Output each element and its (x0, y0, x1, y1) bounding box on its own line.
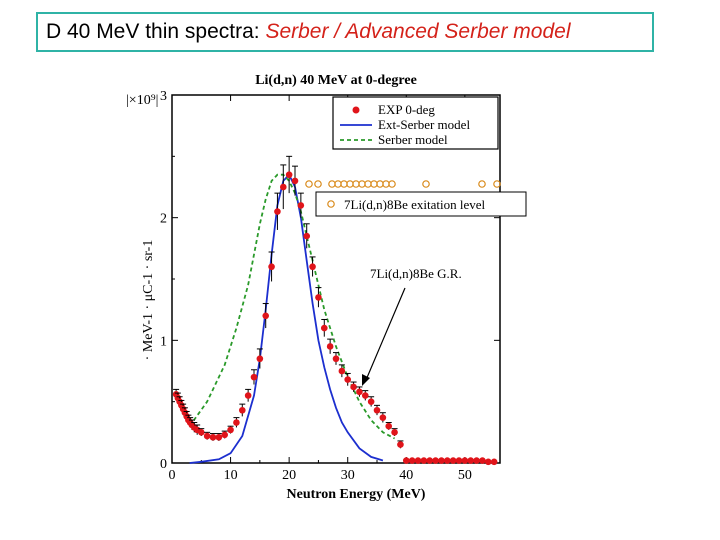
legend-ext-serber-label: Ext-Serber model (378, 117, 470, 132)
exp-data-point (367, 398, 375, 405)
exp-data-point (361, 392, 369, 399)
giant-resonance-label: 7Li(d,n)8Be G.R. (370, 266, 462, 281)
exp-data-point (385, 422, 393, 430)
exp-data-point (227, 426, 234, 434)
exp-data-point (256, 355, 264, 363)
excitation-legend-marker (327, 200, 335, 208)
exp-data-point (350, 383, 357, 391)
exp-data-point (414, 457, 422, 464)
excitation-label: 7Li(d,n)8Be exitation level (344, 197, 486, 212)
exp-data-point (373, 406, 381, 414)
exp-data-point (467, 457, 475, 464)
excitation-level-marker (478, 180, 486, 188)
exp-data-point (268, 263, 275, 271)
exp-data-point (397, 441, 404, 448)
exp-data-point (279, 183, 287, 191)
x-tick-label: 40 (399, 468, 413, 483)
exp-data-point (408, 457, 416, 464)
exp-data-point (344, 376, 352, 383)
chart-title: Li(d,n) 40 MeV at 0-degree (255, 73, 417, 88)
ext-serber-curve (189, 173, 384, 464)
exp-data-point (379, 414, 387, 421)
exp-data-point (332, 355, 340, 363)
exp-data-point (449, 457, 457, 464)
exp-data-point (320, 324, 328, 332)
legend-exp-marker (352, 106, 360, 114)
x-axis-label: Neutron Energy (MeV) (287, 487, 426, 502)
legend-box (332, 96, 499, 150)
exp-data-point (326, 343, 334, 350)
exp-data-point (315, 294, 322, 301)
exp-data-point (297, 202, 305, 209)
y-tick-label: 1 (160, 334, 167, 349)
x-tick-label: 50 (458, 468, 472, 483)
giant-resonance-arrow-head (362, 374, 370, 386)
exp-data-point (203, 432, 211, 440)
exp-data-point (356, 388, 363, 396)
exp-data-point (221, 431, 229, 439)
exp-data-point (426, 457, 434, 464)
giant-resonance-arrow-line (365, 287, 406, 381)
x-tick-label: 20 (282, 468, 296, 483)
exp-data-point (274, 208, 281, 215)
exp-data-point (244, 392, 252, 399)
slide-title-models: Serber / Advanced Serber model (265, 20, 571, 43)
exp-data-point (455, 457, 463, 464)
x-tick-label: 10 (224, 468, 238, 483)
excitation-level-marker (422, 180, 430, 188)
y-tick-label: 3 (160, 89, 167, 104)
exp-data-point (309, 263, 316, 271)
y-tick-label: 2 (160, 212, 167, 227)
exp-data-point (479, 457, 486, 464)
exp-data-point (490, 458, 498, 466)
y-tick-label: 0 (160, 457, 167, 472)
x-tick-label: 30 (341, 468, 355, 483)
exp-data-point (197, 429, 205, 436)
exp-data-point (391, 429, 398, 436)
exp-data-point (250, 373, 258, 381)
y-multiplier-label: |×10⁹| (126, 93, 158, 108)
slide-title: D 40 MeV thin spectra: Serber / Advanced… (36, 12, 654, 52)
exp-data-point (209, 433, 217, 441)
exp-data-point (215, 433, 223, 441)
excitation-level-marker (388, 180, 396, 188)
y-axis-label: · MeV-1 · μC-1 · sr-1 (141, 240, 156, 361)
excitation-label-box (315, 191, 527, 217)
x-tick-label: 0 (169, 468, 176, 483)
exp-data-point (262, 312, 270, 320)
exp-data-point (432, 457, 439, 464)
slide-title-prefix: D 40 MeV thin spectra: (46, 20, 266, 43)
excitation-level-marker (493, 180, 501, 188)
exp-data-point (233, 419, 240, 426)
excitation-level-marker (305, 180, 313, 188)
exp-data-point (285, 171, 293, 179)
exp-data-point (338, 367, 346, 375)
legend-exp-label: EXP 0-deg (378, 102, 435, 117)
exp-data-point (461, 457, 469, 464)
exp-data-point (291, 177, 299, 185)
exp-data-point (484, 458, 492, 466)
exp-data-point (473, 457, 480, 464)
exp-data-point (443, 457, 451, 464)
legend-serber-label: Serber model (378, 132, 448, 147)
exp-data-point (303, 232, 311, 240)
exp-data-point (438, 457, 445, 464)
exp-data-point (238, 406, 246, 414)
excitation-level-marker (314, 180, 322, 188)
exp-data-point (402, 457, 410, 464)
exp-data-point (420, 457, 428, 464)
